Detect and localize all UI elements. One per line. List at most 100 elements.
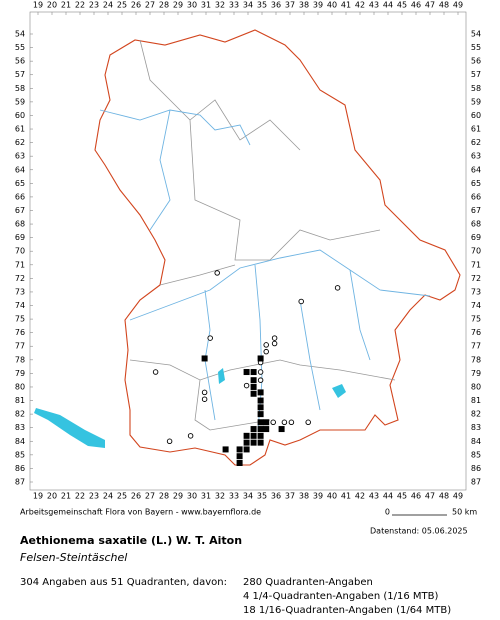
row-label: 68 xyxy=(471,220,481,229)
column-label: 29 xyxy=(173,492,183,501)
circle-marker xyxy=(281,419,288,426)
row-label: 85 xyxy=(471,450,481,459)
row-label: 87 xyxy=(471,478,481,487)
square-marker xyxy=(250,426,257,433)
column-label: 24 xyxy=(103,492,113,501)
column-label: 26 xyxy=(131,492,141,501)
row-label: 62 xyxy=(15,138,25,147)
column-label: 20 xyxy=(47,492,57,501)
square-marker xyxy=(250,377,257,384)
row-label: 72 xyxy=(15,274,25,283)
circle-marker xyxy=(201,396,208,402)
square-marker xyxy=(250,432,257,439)
column-label: 26 xyxy=(131,1,141,10)
circle-marker xyxy=(288,419,295,426)
column-label: 46 xyxy=(411,492,421,501)
district-borders xyxy=(129,39,396,431)
row-label: 83 xyxy=(471,423,481,432)
row-label: 59 xyxy=(15,97,25,106)
column-label: 31 xyxy=(201,1,211,10)
square-marker xyxy=(250,383,257,390)
square-marker xyxy=(257,389,264,396)
row-label: 77 xyxy=(471,342,481,351)
square-marker xyxy=(250,390,257,397)
row-label: 84 xyxy=(471,437,481,446)
column-label: 43 xyxy=(369,1,379,10)
circle-marker xyxy=(207,335,213,341)
column-label: 49 xyxy=(453,1,463,10)
row-label: 86 xyxy=(471,464,481,473)
column-label: 35 xyxy=(257,1,267,10)
row-label: 74 xyxy=(15,301,25,310)
column-label: 19 xyxy=(33,1,43,10)
row-label: 65 xyxy=(471,179,481,188)
circle-marker xyxy=(298,298,304,305)
column-label: 30 xyxy=(187,1,197,10)
column-label: 31 xyxy=(201,492,211,501)
column-label: 19 xyxy=(33,492,43,501)
column-label: 45 xyxy=(397,492,407,501)
column-label: 25 xyxy=(117,492,127,501)
square-marker xyxy=(257,355,264,362)
column-label: 21 xyxy=(61,492,71,501)
map-frame xyxy=(29,11,467,491)
column-label: 28 xyxy=(159,492,169,501)
row-label: 79 xyxy=(15,369,25,378)
row-label: 70 xyxy=(471,247,481,256)
row-label: 57 xyxy=(471,70,481,79)
row-label: 70 xyxy=(15,247,25,256)
column-label: 48 xyxy=(439,492,449,501)
circle-marker xyxy=(257,369,264,375)
row-label: 79 xyxy=(471,369,481,378)
column-label: 44 xyxy=(383,1,393,10)
row-label: 87 xyxy=(15,478,25,487)
scale-start: 0 xyxy=(385,508,390,517)
square-marker xyxy=(243,439,250,446)
row-label: 78 xyxy=(471,355,481,364)
row-label: 76 xyxy=(471,328,481,337)
square-marker xyxy=(257,419,264,426)
row-label: 75 xyxy=(471,315,481,324)
row-label: 71 xyxy=(15,260,25,269)
row-label: 76 xyxy=(15,328,25,337)
square-marker xyxy=(257,411,264,418)
square-marker xyxy=(278,426,285,433)
circle-marker xyxy=(187,433,194,439)
row-label: 56 xyxy=(471,57,481,66)
row-label: 85 xyxy=(15,450,25,459)
column-label: 37 xyxy=(285,1,295,10)
row-label: 55 xyxy=(471,43,481,52)
common-name: Felsen-Steintäschel xyxy=(20,551,127,564)
square-marker xyxy=(243,446,250,453)
row-label: 74 xyxy=(471,301,481,310)
row-label: 62 xyxy=(471,138,481,147)
column-label: 36 xyxy=(271,492,281,501)
circle-marker xyxy=(201,389,208,396)
summary-line: 4 1/4-Quadranten-Angaben (1/16 MTB) xyxy=(243,591,438,602)
square-marker xyxy=(222,446,229,453)
row-label: 82 xyxy=(15,410,25,419)
row-label: 66 xyxy=(15,192,25,201)
row-label: 68 xyxy=(15,220,25,229)
rivers xyxy=(99,109,431,431)
circle-marker xyxy=(270,419,276,426)
row-label: 64 xyxy=(471,165,481,174)
square-marker xyxy=(201,355,208,362)
column-label: 33 xyxy=(229,1,239,10)
circle-marker xyxy=(305,419,311,426)
column-label: 27 xyxy=(145,492,155,501)
source: Arbeitsgemeinschaft Flora von Bayern - w… xyxy=(20,508,261,517)
square-marker xyxy=(243,369,250,376)
column-label: 21 xyxy=(61,1,71,10)
row-label: 78 xyxy=(15,355,25,364)
column-label: 33 xyxy=(229,492,239,501)
row-label: 60 xyxy=(15,111,25,120)
column-label: 22 xyxy=(75,1,85,10)
square-marker xyxy=(236,459,243,466)
row-label: 86 xyxy=(15,464,25,473)
square-marker xyxy=(263,426,270,433)
circle-marker xyxy=(263,348,269,355)
square-marker xyxy=(250,439,257,446)
column-label: 38 xyxy=(299,492,309,501)
